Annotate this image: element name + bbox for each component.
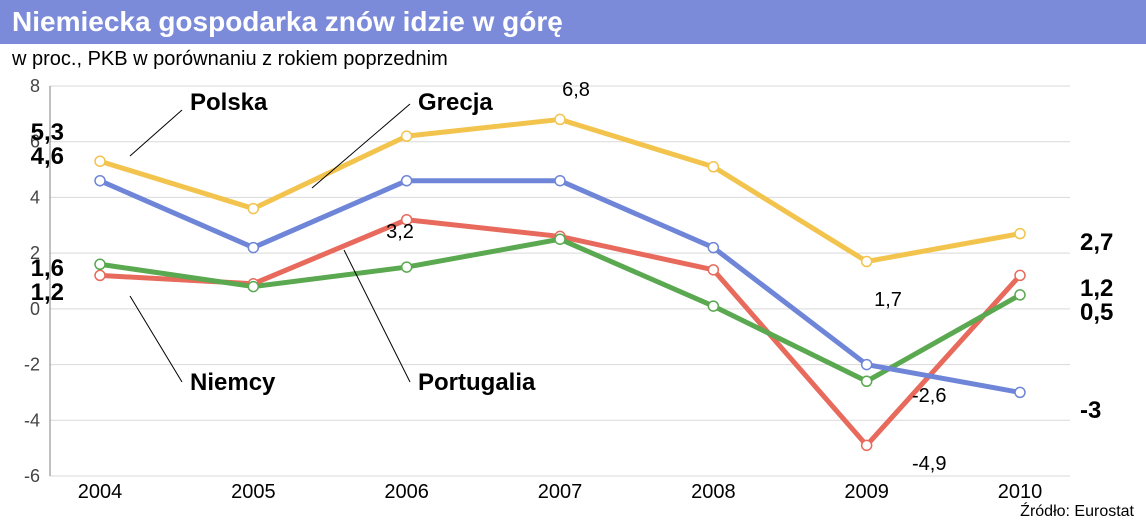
series-marker-niemcy: [555, 234, 565, 244]
series-marker-portugalia: [1015, 270, 1025, 280]
series-label: Niemcy: [190, 369, 276, 396]
series-marker-polska: [555, 114, 565, 124]
x-tick-label: 2008: [691, 481, 736, 502]
x-tick-label: 2010: [998, 481, 1043, 502]
series-marker-portugalia: [95, 270, 105, 280]
y-tick-label: -2: [24, 355, 40, 375]
value-label: 2,7: [1080, 229, 1113, 256]
value-label: 1,7: [874, 289, 902, 311]
series-marker-grecja: [1015, 387, 1025, 397]
chart-area: -6-4-2024682004200520062007200820092010P…: [0, 78, 1146, 523]
series-marker-grecja: [248, 243, 258, 253]
value-label: 3,2: [386, 221, 414, 243]
x-tick-label: 2007: [538, 481, 583, 502]
x-tick-label: 2005: [231, 481, 276, 502]
series-marker-grecja: [708, 243, 718, 253]
series-marker-polska: [402, 131, 412, 141]
line-chart: -6-4-2024682004200520062007200820092010P…: [0, 78, 1146, 502]
value-label: 6,8: [562, 79, 590, 101]
value-label: 1,2: [1080, 275, 1113, 302]
value-label: -3: [1080, 397, 1101, 424]
series-label: Polska: [190, 89, 268, 116]
series-marker-polska: [708, 162, 718, 172]
series-marker-grecja: [862, 360, 872, 370]
series-marker-polska: [95, 156, 105, 166]
chart-source: Źródło: Eurostat: [1020, 503, 1134, 521]
series-marker-grecja: [402, 176, 412, 186]
chart-title: Niemiecka gospodarka znów idzie w górę: [0, 0, 1146, 44]
series-marker-niemcy: [862, 376, 872, 386]
y-tick-label: 4: [30, 187, 40, 207]
series-marker-polska: [1015, 229, 1025, 239]
x-tick-label: 2009: [844, 481, 889, 502]
series-marker-grecja: [95, 176, 105, 186]
series-label: Grecja: [418, 89, 493, 116]
series-marker-polska: [248, 204, 258, 214]
y-tick-label: -6: [24, 466, 40, 486]
series-marker-niemcy: [248, 282, 258, 292]
value-label: -4,9: [912, 453, 946, 475]
value-label: -2,6: [912, 385, 946, 407]
x-tick-label: 2004: [78, 481, 123, 502]
chart-subtitle: w proc., PKB w porównaniu z rokiem poprz…: [0, 44, 1146, 71]
series-label: Portugalia: [418, 369, 536, 396]
value-label: 1,2: [31, 279, 64, 306]
value-label: 1,6: [31, 255, 64, 282]
series-marker-niemcy: [1015, 290, 1025, 300]
series-marker-polska: [862, 257, 872, 267]
value-label: 5,3: [31, 119, 64, 146]
value-label: 0,5: [1080, 299, 1113, 326]
x-tick-label: 2006: [384, 481, 429, 502]
series-marker-niemcy: [95, 259, 105, 269]
series-marker-portugalia: [708, 265, 718, 275]
series-marker-portugalia: [862, 440, 872, 450]
series-marker-grecja: [555, 176, 565, 186]
y-tick-label: -4: [24, 410, 40, 430]
series-marker-niemcy: [708, 301, 718, 311]
value-label: 4,6: [31, 143, 64, 170]
y-tick-label: 8: [30, 78, 40, 96]
series-marker-niemcy: [402, 262, 412, 272]
